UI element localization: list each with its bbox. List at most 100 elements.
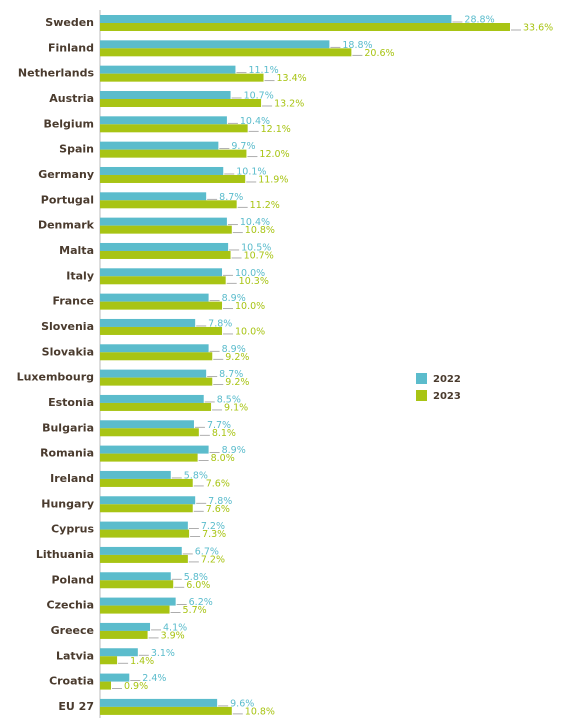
bar <box>100 174 246 183</box>
value-label: 8.9% <box>222 445 246 456</box>
bar <box>100 141 219 150</box>
value-label: 5.8% <box>184 470 208 481</box>
bar <box>100 445 209 454</box>
value-label: 12.1% <box>261 124 291 135</box>
bar <box>100 344 209 353</box>
bar <box>100 673 130 682</box>
value-label: 2.4% <box>142 673 166 684</box>
category-label: Czechia <box>47 599 94 612</box>
category-label: EU 27 <box>58 700 94 713</box>
value-label: 1.4% <box>130 656 154 667</box>
bar <box>100 656 118 665</box>
category-label: Spain <box>59 143 94 156</box>
bar <box>100 250 231 259</box>
value-label: 8.7% <box>219 369 243 380</box>
bar <box>100 470 171 479</box>
bar <box>100 698 218 707</box>
value-label: 5.7% <box>183 605 207 616</box>
value-label: 10.8% <box>245 225 275 236</box>
bar <box>100 681 111 690</box>
value-label: 9.6% <box>230 698 254 709</box>
bar <box>100 706 232 715</box>
value-label: 3.1% <box>151 648 175 659</box>
legend-label: 2022 <box>433 374 461 385</box>
value-label: 6.2% <box>189 597 213 608</box>
bar <box>100 40 330 49</box>
category-label: Netherlands <box>18 67 95 80</box>
value-label: 8.9% <box>222 344 246 355</box>
category-label: Denmark <box>38 219 95 232</box>
category-label: Bulgaria <box>42 421 94 434</box>
bar <box>100 478 193 487</box>
category-label: Portugal <box>41 193 94 206</box>
bar <box>100 597 176 606</box>
value-label: 9.7% <box>231 141 255 152</box>
category-label: Slovenia <box>41 320 94 333</box>
bar <box>100 420 194 429</box>
bar <box>100 73 264 82</box>
bar <box>100 352 213 361</box>
category-label: Italy <box>66 269 94 282</box>
bar <box>100 453 198 462</box>
category-label: Austria <box>49 92 94 105</box>
bar <box>100 630 148 639</box>
category-label: Hungary <box>41 497 94 510</box>
bar <box>100 572 171 581</box>
bar <box>100 504 193 513</box>
category-label: Malta <box>59 244 94 257</box>
bar <box>100 200 237 209</box>
value-label: 10.8% <box>245 706 275 717</box>
bar <box>100 242 229 251</box>
value-label: 20.6% <box>364 48 394 59</box>
bar <box>100 116 227 125</box>
value-label: 8.1% <box>212 428 236 439</box>
legend-label: 2023 <box>433 391 461 402</box>
value-label: 10.0% <box>235 301 265 312</box>
bar <box>100 192 207 201</box>
bar <box>100 65 236 74</box>
value-label: 8.0% <box>211 453 235 464</box>
category-label: Finland <box>48 41 94 54</box>
bar <box>100 326 223 335</box>
value-label: 3.9% <box>161 630 185 641</box>
value-label: 6.7% <box>195 546 219 557</box>
bar <box>100 402 212 411</box>
value-label: 9.2% <box>225 377 249 388</box>
value-label: 13.4% <box>277 73 307 84</box>
bar <box>100 48 352 57</box>
value-label: 10.5% <box>241 242 271 253</box>
value-label: 33.6% <box>523 23 553 34</box>
category-label: Sweden <box>45 16 94 29</box>
value-label: 6.0% <box>186 580 210 591</box>
value-label: 11.9% <box>258 174 288 185</box>
bar <box>100 369 207 378</box>
bar <box>100 605 170 614</box>
value-label: 11.1% <box>248 65 278 76</box>
bar <box>100 15 452 23</box>
bar <box>100 23 510 31</box>
value-label: 7.2% <box>201 554 225 565</box>
bar <box>100 394 204 403</box>
value-label: 8.9% <box>222 293 246 304</box>
category-label: Poland <box>51 573 94 586</box>
category-label: Lithuania <box>36 548 94 561</box>
value-label: 10.0% <box>235 268 265 279</box>
value-label: 7.2% <box>201 521 225 532</box>
value-label: 10.1% <box>236 166 266 177</box>
category-label: France <box>53 295 94 308</box>
value-label: 9.2% <box>225 352 249 363</box>
category-label: Cyprus <box>51 523 94 536</box>
bar <box>100 428 199 437</box>
bar <box>100 268 223 277</box>
value-label: 7.6% <box>206 478 230 489</box>
legend-swatch <box>416 390 427 401</box>
bar <box>100 98 262 107</box>
value-label: 10.4% <box>240 217 270 228</box>
bar <box>100 554 188 563</box>
bar <box>100 90 231 99</box>
category-label: Luxembourg <box>17 371 94 384</box>
bar <box>100 496 196 505</box>
bar <box>100 217 227 226</box>
bar <box>100 622 151 631</box>
bar <box>100 318 196 327</box>
